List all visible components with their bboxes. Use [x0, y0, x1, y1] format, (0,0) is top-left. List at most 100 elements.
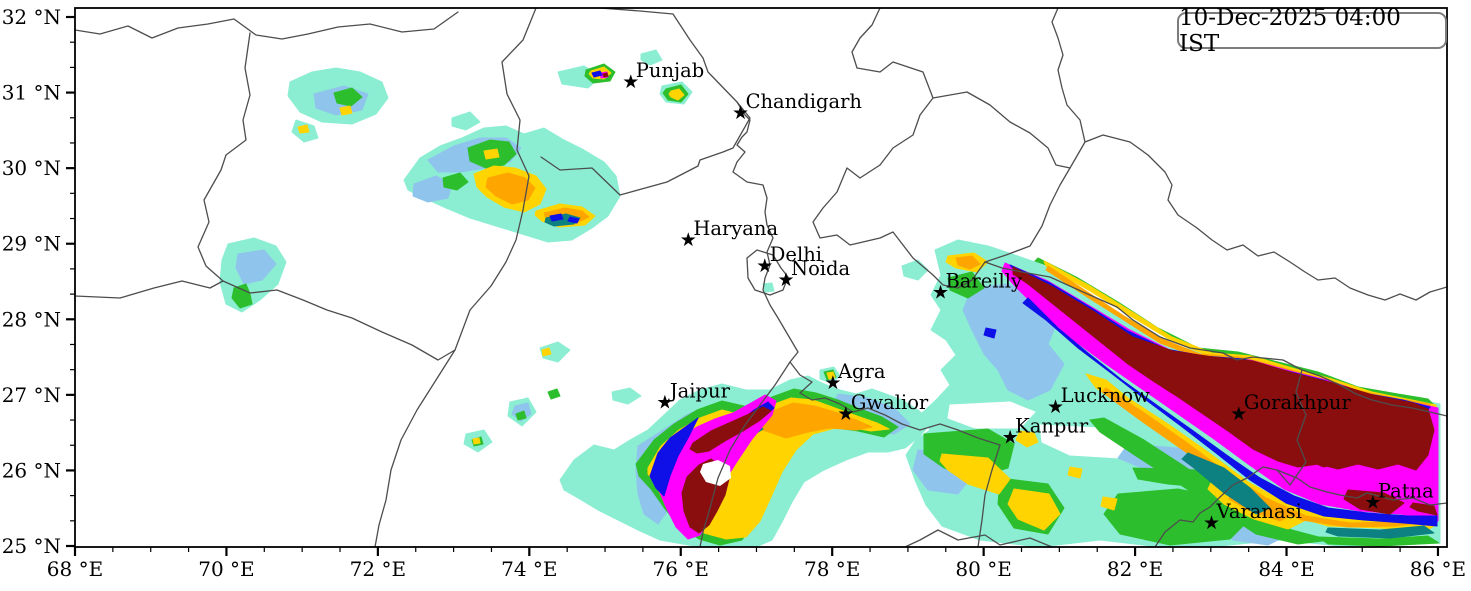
y-tick-label: 27 °N	[2, 383, 61, 407]
city-label-jaipur: Jaipur	[668, 380, 731, 403]
precip-region-yellow	[339, 105, 353, 116]
precip-region-yellow	[1007, 488, 1061, 531]
city-label-chandigarh: Chandigarh	[746, 90, 863, 113]
boundary-haryana-up-yamuna	[732, 101, 1001, 446]
x-tick-label: 86 °E	[1410, 557, 1466, 581]
precip-region-blue	[1022, 297, 1438, 527]
boundary-up-bihar-border	[1276, 369, 1307, 486]
boundary-nepal-china-border	[1084, 134, 1447, 301]
boundary-delhi-outline	[746, 249, 789, 296]
x-tick-label: 70 °E	[198, 557, 254, 581]
city-label-haryana: Haryana	[693, 217, 778, 240]
boundary-rajasthan-mp-border	[699, 361, 791, 547]
precip-region-green	[547, 388, 561, 400]
precip-region-lightblue	[412, 175, 453, 203]
city-label-gorakhpur: Gorakhpur	[1244, 391, 1352, 414]
precip-region-blue	[567, 216, 580, 224]
precip-region-blue	[649, 417, 699, 497]
boundary-himachal-tibet-border	[851, 8, 1086, 169]
plot-frame	[74, 7, 1448, 548]
precip-region-yellow	[297, 124, 310, 134]
x-tick-label: 78 °E	[804, 557, 860, 581]
city-star-jaipur: ★	[656, 392, 673, 414]
boundary-nepal-west-border	[984, 167, 1071, 263]
precip-region-orange	[752, 402, 873, 439]
precip-region-white	[947, 401, 1036, 429]
boundary-pk-north-wiggle	[75, 11, 459, 40]
x-tick-label: 76 °E	[653, 557, 709, 581]
x-tick-label: 74 °E	[501, 557, 557, 581]
city-star-noida: ★	[777, 269, 794, 291]
precip-region-yellow	[541, 347, 552, 357]
city-star-lucknow: ★	[1047, 396, 1064, 418]
timestamp-box: 10-Dec-2025 04:00 IST	[1177, 5, 1447, 57]
boundary-uttarakhand-up-border	[812, 97, 986, 289]
city-star-punjab: ★	[622, 71, 639, 93]
precip-region-palecyan	[640, 49, 663, 66]
precip-region-blue	[549, 213, 564, 222]
city-label-patna: Patna	[1378, 479, 1434, 502]
precip-region-darkred	[602, 72, 609, 78]
y-tick-label: 29 °N	[2, 232, 61, 256]
precip-region-blue	[983, 327, 997, 339]
precip-region-yellow	[1015, 430, 1039, 448]
x-tick-label: 84 °E	[1258, 557, 1314, 581]
precip-region-palecyan	[762, 282, 775, 293]
y-tick-label: 25 °N	[2, 534, 61, 558]
precip-region-orange	[955, 255, 981, 270]
precip-region-yellow	[668, 88, 685, 101]
city-label-lucknow: Lucknow	[1061, 384, 1151, 407]
city-star-gorakhpur: ★	[1230, 403, 1247, 425]
city-star-patna: ★	[1364, 491, 1381, 513]
city-label-punjab: Punjab	[636, 59, 704, 82]
map-layers: ★Punjab★Chandigarh★Haryana★Delhi★Noida★B…	[75, 8, 1447, 547]
precip-region-palecyan	[539, 341, 571, 363]
x-tick-label: 80 °E	[955, 557, 1011, 581]
city-star-gwalior: ★	[837, 403, 854, 425]
city-label-agra: Agra	[837, 360, 886, 383]
precip-region-blue	[591, 70, 603, 78]
precip-region-palecyan	[901, 259, 929, 281]
boundary-nepal-south-border	[984, 261, 1447, 417]
precip-region-yellow	[939, 453, 1011, 495]
precip-region-darkred	[1012, 266, 1435, 471]
precip-region-green	[515, 410, 527, 421]
city-star-varanasi: ★	[1203, 512, 1220, 534]
boundary-india-pakistan-border	[374, 8, 537, 547]
city-star-bareilly: ★	[932, 281, 949, 303]
city-label-gwalior: Gwalior	[851, 391, 929, 414]
city-label-kanpur: Kanpur	[1015, 414, 1089, 437]
y-tick-label: 31 °N	[2, 81, 61, 105]
precip-region-green	[1089, 417, 1331, 545]
precip-region-darkred	[1291, 442, 1345, 468]
precip-region-teal	[1325, 525, 1435, 539]
y-tick-label: 26 °N	[2, 458, 61, 482]
precip-region-darkred	[1343, 489, 1405, 515]
timestamp-label: 10-Dec-2025 04:00 IST	[1179, 4, 1401, 57]
boundary-pk-internal-south	[75, 280, 456, 361]
city-star-kanpur: ★	[1002, 426, 1019, 448]
precip-region-lightblue	[235, 249, 277, 285]
x-tick-label: 68 °E	[47, 557, 103, 581]
boundary-mp-bottom-meander	[904, 529, 1053, 547]
city-star-haryana: ★	[680, 229, 697, 251]
precip-region-teal	[1181, 452, 1271, 515]
precip-region-yellow	[472, 437, 481, 445]
precip-region-green	[231, 283, 253, 309]
precip-region-yellow	[826, 371, 836, 380]
city-label-noida: Noida	[791, 257, 851, 280]
precip-region-yellow	[1067, 466, 1083, 479]
precip-region-green	[947, 271, 985, 299]
city-star-delhi: ★	[756, 255, 773, 277]
city-label-bareilly: Bareilly	[945, 269, 1022, 292]
boundary-pk-internal-west	[197, 32, 251, 282]
x-tick-label: 72 °E	[350, 557, 406, 581]
precip-region-palecyan	[451, 111, 481, 131]
precip-region-palecyan	[611, 387, 642, 405]
y-tick-label: 28 °N	[2, 307, 61, 331]
city-label-delhi: Delhi	[770, 243, 822, 266]
boundary-mp-up-border	[977, 444, 1001, 547]
precip-region-green	[442, 172, 469, 191]
